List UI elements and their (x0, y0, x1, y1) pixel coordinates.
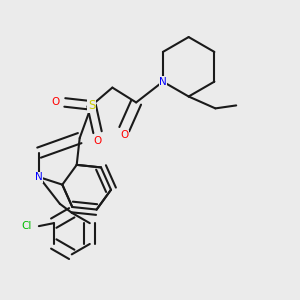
Text: O: O (120, 130, 128, 140)
Text: Cl: Cl (22, 221, 32, 231)
Text: O: O (93, 136, 102, 146)
Text: N: N (35, 172, 43, 182)
Text: S: S (88, 99, 95, 112)
Text: N: N (159, 76, 167, 87)
Text: O: O (52, 98, 60, 107)
